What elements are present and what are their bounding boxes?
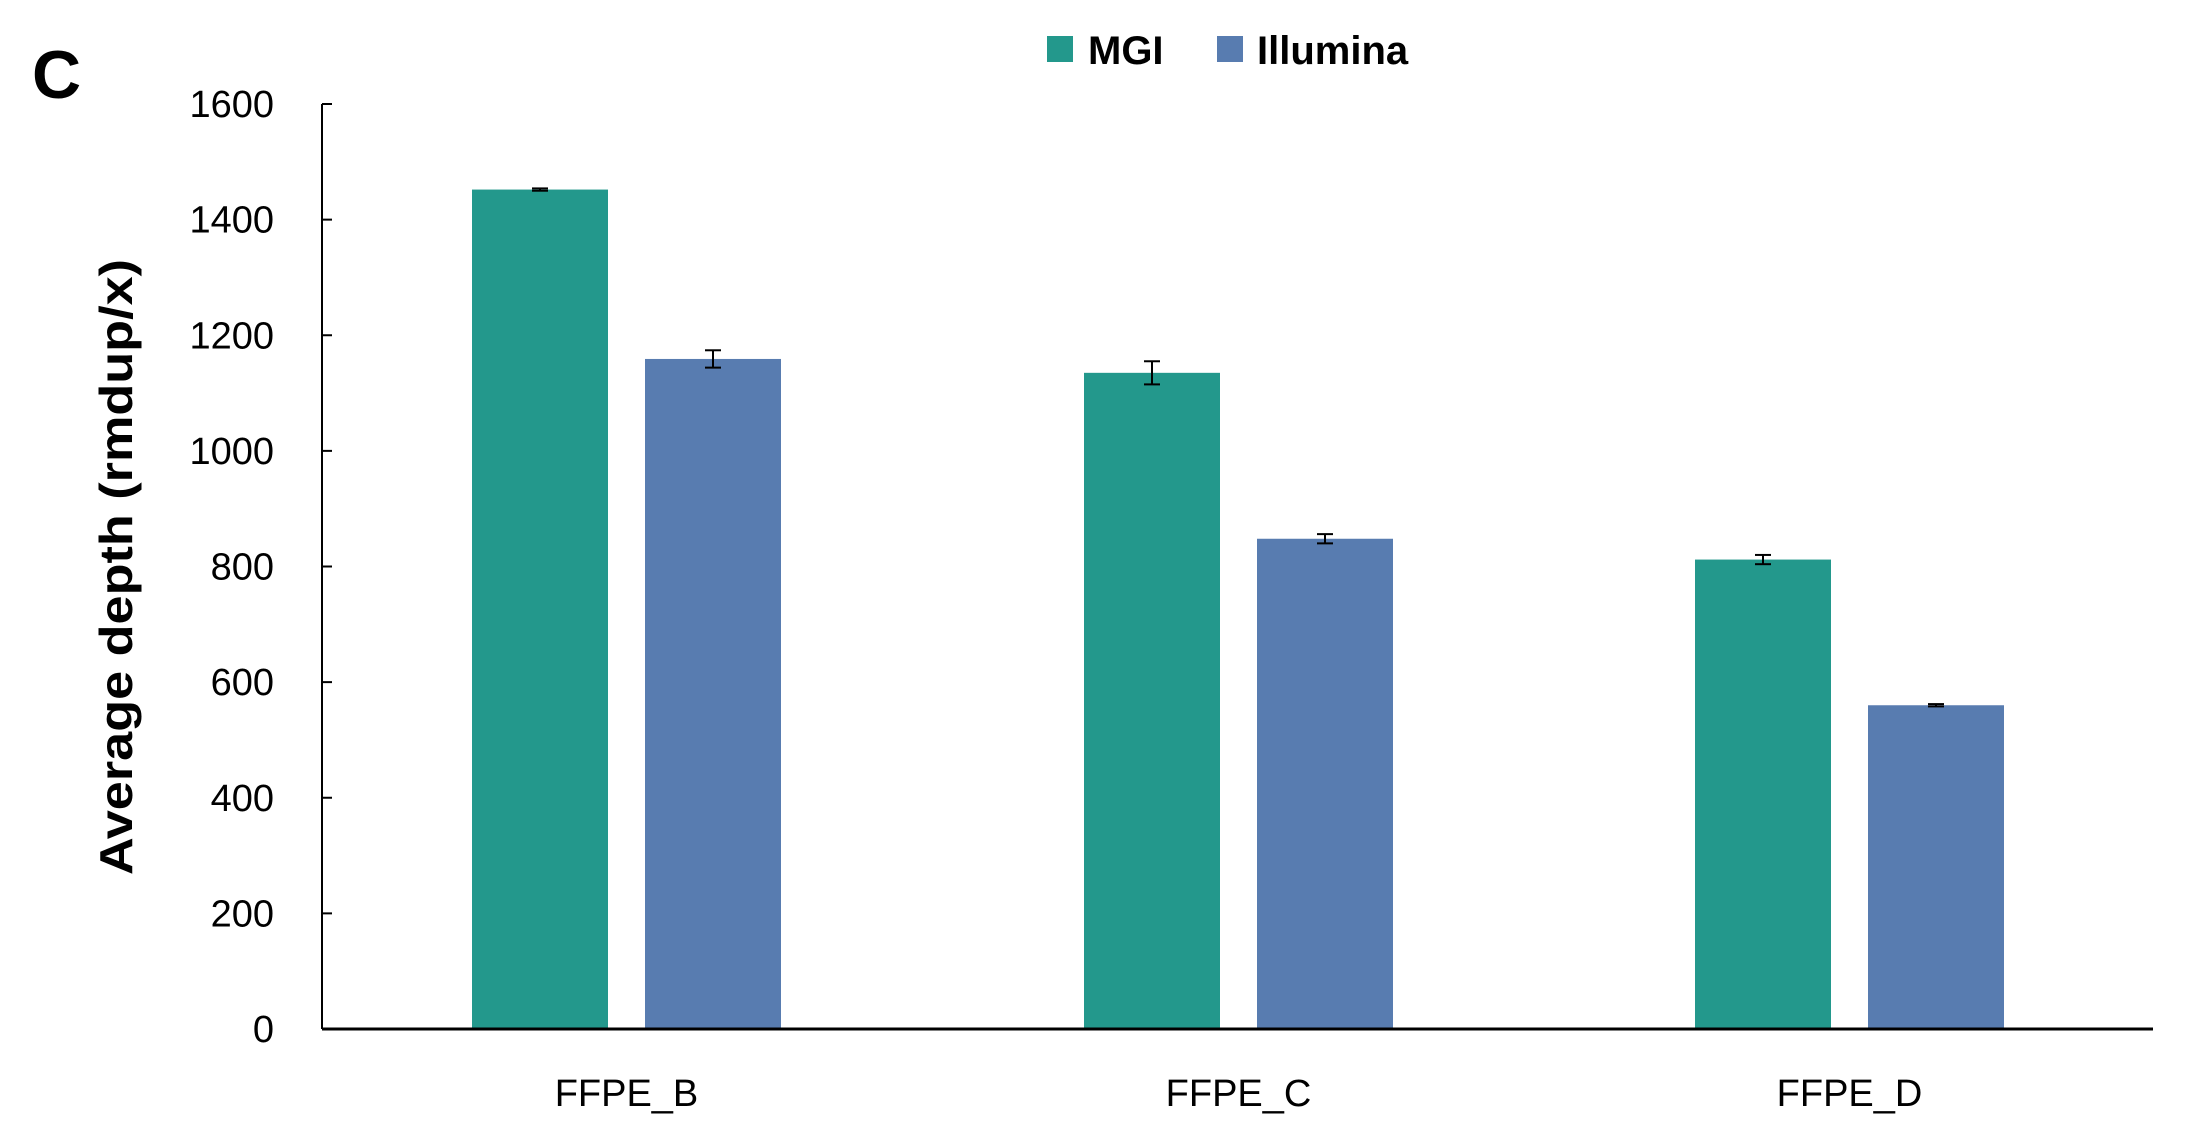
bar-mgi-ffpe_d	[1695, 559, 1831, 1029]
legend: MGI Illumina	[1047, 29, 1409, 73]
y-tick-label: 200	[211, 893, 274, 935]
x-tick-label: FFPE_D	[1777, 1073, 1923, 1115]
y-tick-label: 1400	[189, 200, 274, 242]
x-tick-label: FFPE_C	[1166, 1073, 1312, 1115]
bar-illumina-ffpe_c	[1257, 538, 1393, 1029]
y-tick-label: 1600	[189, 84, 274, 126]
legend-label-mgi: MGI	[1088, 29, 1164, 73]
y-tick-label: 1000	[189, 431, 274, 473]
y-tick-label: 1200	[189, 315, 274, 357]
y-tick-label: 800	[211, 547, 274, 589]
bars	[472, 187, 2004, 1029]
y-tick-label: 600	[211, 662, 274, 704]
bar-illumina-ffpe_b	[645, 358, 781, 1029]
legend-swatch-illumina	[1217, 36, 1243, 62]
bar-mgi-ffpe_c	[1084, 372, 1220, 1029]
y-tick-label: 400	[211, 778, 274, 820]
legend-label-illumina: Illumina	[1257, 29, 1409, 73]
y-tick-label: 0	[253, 1009, 274, 1051]
y-axis: 0 200 400 600 800 1000 1200 1400 1600	[189, 84, 332, 1051]
x-axis: FFPE_B FFPE_C FFPE_D	[322, 1027, 2153, 1115]
bar-mgi-ffpe_b	[472, 189, 608, 1029]
x-tick-label: FFPE_B	[555, 1073, 699, 1115]
legend-swatch-mgi	[1047, 36, 1073, 62]
panel-label: C	[32, 37, 81, 113]
bar-illumina-ffpe_d	[1868, 705, 2004, 1029]
y-axis-label: Average depth (rmdup/x)	[90, 259, 142, 875]
